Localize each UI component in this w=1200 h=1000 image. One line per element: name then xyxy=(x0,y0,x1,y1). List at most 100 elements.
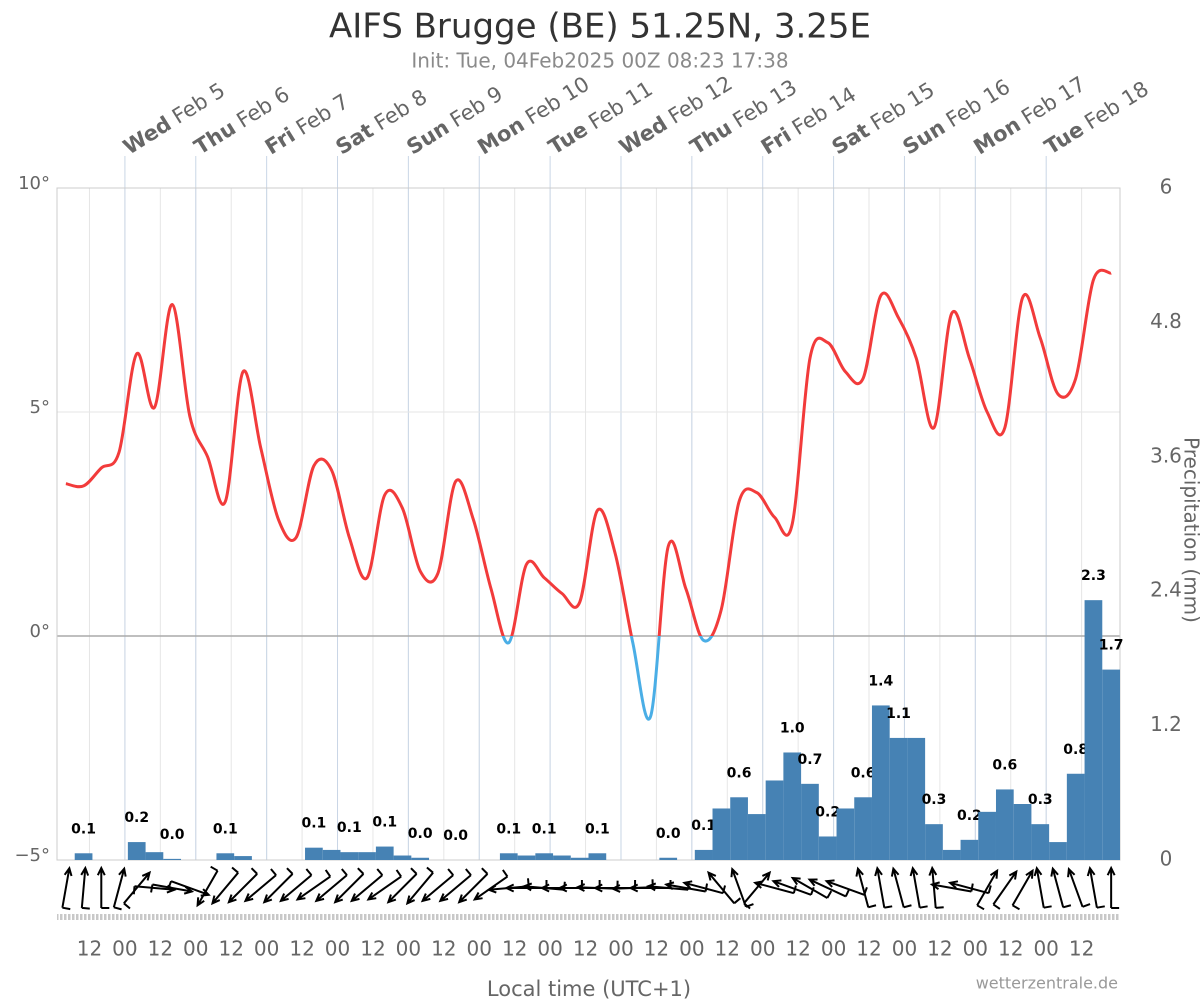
precip-bar xyxy=(889,737,908,860)
y2-axis-title: Precipitation (mm) xyxy=(1180,437,1200,623)
wind-arrow xyxy=(890,866,912,909)
precip-bar xyxy=(978,811,996,860)
precip-bar xyxy=(145,852,164,860)
x-tick-label: 00 xyxy=(750,937,775,961)
weekday: Sun xyxy=(899,115,950,159)
precip-label: 0.2 xyxy=(815,804,840,820)
precip-bar xyxy=(216,853,235,860)
precip-bar xyxy=(1084,600,1103,860)
precip-label: 0.6 xyxy=(992,757,1017,773)
precip-bar xyxy=(163,858,182,860)
wind-arrow xyxy=(295,869,332,901)
chart-title: AIFS Brugge (BE) 51.25N, 3.25E xyxy=(329,7,871,47)
precip-bar xyxy=(730,797,748,860)
precip-label: 1.0 xyxy=(780,720,805,736)
wind-arrow xyxy=(96,865,110,909)
y-tick-label: 0° xyxy=(30,621,50,642)
precip-label: 1.7 xyxy=(1099,638,1124,654)
x-tick-label: 12 xyxy=(77,937,102,961)
y2-tick-label: 0 xyxy=(1160,847,1173,871)
x-tick-label: 00 xyxy=(679,937,704,961)
precip-bar xyxy=(375,846,394,860)
precip-bar xyxy=(340,852,359,860)
precip-bar xyxy=(499,853,518,860)
precip-label: 0.6 xyxy=(727,765,752,781)
precip-bar xyxy=(588,853,607,860)
weekday: Sat xyxy=(332,118,378,159)
x-tick-label: 12 xyxy=(148,937,173,961)
precip-label: 0.1 xyxy=(337,820,362,836)
y2-tick-label: 6 xyxy=(1160,175,1173,199)
precip-label: 0.1 xyxy=(372,815,397,831)
x-tick-label: 12 xyxy=(573,937,598,961)
wind-arrow xyxy=(196,865,219,908)
precip-label: 0.1 xyxy=(585,821,610,837)
precip-bar xyxy=(694,849,713,860)
x-tick-label: 00 xyxy=(821,937,846,961)
wind-arrow xyxy=(771,879,815,896)
precip-label: 0.0 xyxy=(656,826,681,842)
precip-label: 0.1 xyxy=(691,818,716,834)
x-tick-label: 00 xyxy=(1033,937,1058,961)
precip-label: 2.3 xyxy=(1081,568,1106,584)
x-tick-label: 00 xyxy=(608,937,633,961)
wind-arrow xyxy=(855,866,877,909)
wind-arrow xyxy=(1033,866,1052,909)
precip-bar xyxy=(1031,824,1050,860)
wind-arrow xyxy=(349,868,384,903)
wind-arrow xyxy=(730,867,754,908)
precip-label: 0.1 xyxy=(496,821,521,837)
wind-arrow xyxy=(947,880,992,895)
wind-arrow xyxy=(386,867,418,904)
wind-arrow xyxy=(929,881,974,893)
x-tick-label: 12 xyxy=(644,937,669,961)
y-tick-label: 5° xyxy=(30,397,50,418)
wind-arrow xyxy=(80,865,90,910)
weekday: Fri xyxy=(261,123,300,160)
x-tick-label: 00 xyxy=(112,937,137,961)
precip-label: 0.1 xyxy=(532,821,557,837)
precip-bar xyxy=(854,797,872,860)
wind-arrow xyxy=(333,867,365,904)
weekday: Tue xyxy=(544,117,592,159)
x-tick-label: 00 xyxy=(325,937,350,961)
x-axis-title: Local time (UTC+1) xyxy=(487,977,691,1000)
precip-bar xyxy=(1013,804,1032,860)
precip-label: 0.7 xyxy=(798,752,823,768)
credit: wetterzentrale.de xyxy=(976,974,1118,993)
x-tick-label: 12 xyxy=(218,937,243,961)
wind-arrow xyxy=(486,878,530,894)
precip-bar xyxy=(995,789,1014,860)
x-tick-label: 12 xyxy=(785,937,810,961)
precip-label: 0.3 xyxy=(922,792,947,808)
precip-bar xyxy=(1049,842,1067,860)
wind-arrow xyxy=(472,869,509,901)
precip-bar xyxy=(871,705,890,860)
x-tick-label: 00 xyxy=(892,937,917,961)
precip-label: 0.1 xyxy=(301,816,326,832)
weekday: Sat xyxy=(828,118,874,159)
x-tick-label: 00 xyxy=(254,937,279,961)
precip-bar xyxy=(553,855,571,860)
x-tick-label: 12 xyxy=(360,937,385,961)
precip-bar xyxy=(411,857,430,860)
precip-bar xyxy=(765,780,784,860)
y2-tick-label: 3.6 xyxy=(1150,443,1182,467)
precip-bar xyxy=(234,856,252,860)
x-tick-label: 00 xyxy=(467,937,492,961)
wind-arrow xyxy=(790,876,833,899)
y2-tick-label: 2.4 xyxy=(1150,578,1182,602)
weekday: Wed xyxy=(119,112,176,160)
x-tick-label: 00 xyxy=(537,937,562,961)
wind-arrow xyxy=(227,867,258,904)
y2-tick-label: 4.8 xyxy=(1150,309,1182,333)
precip-bar xyxy=(818,836,837,860)
precip-bar xyxy=(1102,669,1120,860)
weekday: Mon xyxy=(969,112,1024,159)
wind-arrow xyxy=(210,866,239,906)
wind-arrow xyxy=(405,866,434,906)
precip-bar xyxy=(358,852,376,860)
wind-arrow xyxy=(243,868,277,903)
precip-label: 0.6 xyxy=(851,765,876,781)
